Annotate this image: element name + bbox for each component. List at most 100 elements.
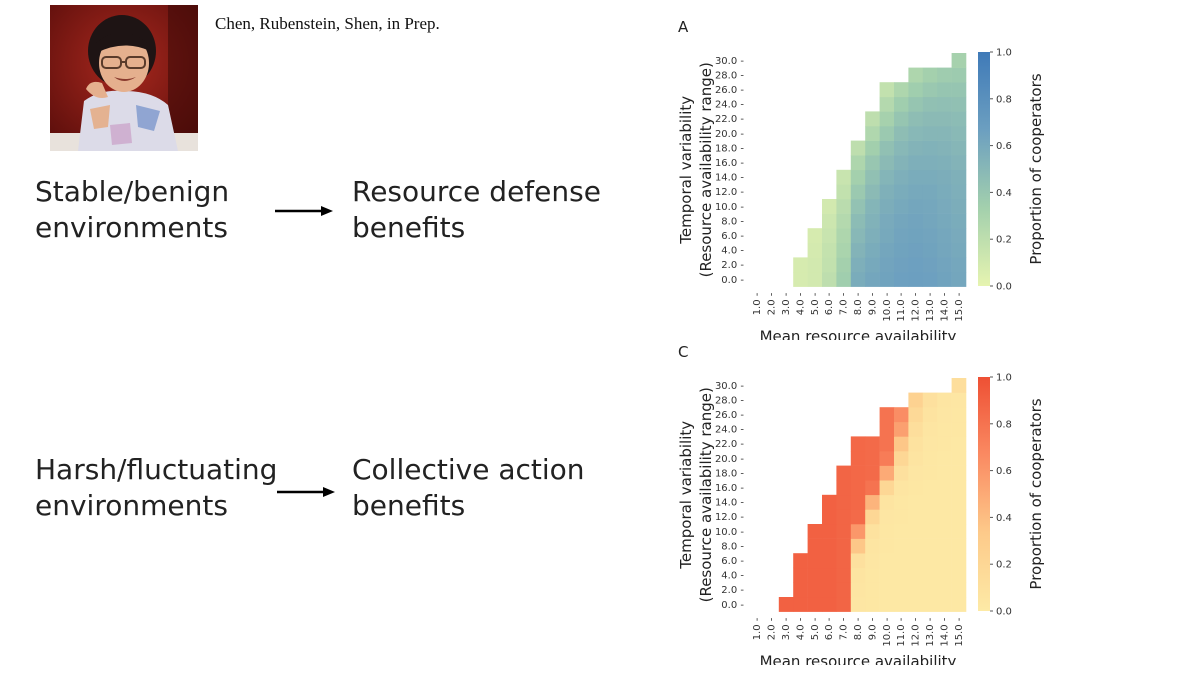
heatmap-cell [922, 538, 938, 554]
y-tick-label: 20.0 - [715, 129, 744, 140]
heatmap-cell [879, 82, 895, 98]
heatmap-cell [951, 436, 967, 452]
heatmap-cell [922, 199, 938, 214]
heatmap-cell [937, 82, 952, 98]
heatmap-cell [807, 582, 823, 598]
y-tick-label: 28.0 - [715, 395, 744, 406]
heatmap-cell [836, 524, 852, 539]
heatmap-cell [951, 82, 967, 98]
harsh-fluctuating-label: Harsh/fluctuating environments [35, 452, 277, 524]
heatmap-cell [879, 524, 895, 539]
heatmap-cell [879, 272, 895, 287]
heatmap-cell [922, 407, 938, 423]
heatmap-cell [836, 213, 852, 229]
heatmap-cell [822, 272, 837, 287]
heatmap-cell [879, 140, 895, 156]
heatmap-cell [865, 111, 880, 127]
heatmap-cell [908, 96, 924, 112]
heatmap-cell [908, 451, 924, 466]
heatmap-cell [822, 524, 837, 539]
heatmap-cell [908, 155, 924, 171]
heatmap-cell [894, 451, 909, 466]
heatmap-cell [865, 436, 880, 452]
y-tick-label: 22.0 - [715, 114, 744, 125]
heatmap-cell [908, 140, 924, 156]
heatmap-cell [807, 553, 823, 569]
x-tick-label: 9.0 - [867, 617, 878, 640]
heatmap-cell [850, 451, 866, 466]
y-tick-label: 8.0 - [721, 541, 744, 552]
heatmap-cell [807, 228, 823, 244]
heatmap-cell [850, 199, 866, 214]
heatmap-cell [937, 257, 952, 273]
heatmap-cell [894, 199, 909, 214]
heatmap-cell [865, 494, 880, 510]
heatmap-cell [908, 538, 924, 554]
heatmap-cell [908, 421, 924, 437]
y-tick-label: 26.0 - [715, 410, 744, 421]
heatmap-cell [937, 184, 952, 200]
heatmap-cell [793, 597, 808, 612]
heatmap-cell [865, 213, 880, 229]
x-tick-label: 9.0 - [867, 292, 878, 315]
x-tick-label: 3.0 - [781, 292, 792, 315]
heatmap-cell [951, 553, 967, 569]
heatmap-cell [793, 257, 808, 273]
heatmap-cell [879, 111, 895, 127]
heatmap-cell [908, 82, 924, 98]
x-tick-label: 10.0 - [882, 292, 893, 321]
heatmap-cell [922, 524, 938, 539]
author-photo [50, 5, 198, 151]
heatmap-cell [937, 582, 952, 598]
heatmap-cell [807, 257, 823, 273]
heatmap-cell [894, 111, 909, 127]
heatmap-cell [850, 538, 866, 554]
heatmap-cell [879, 494, 895, 510]
heatmap-cell [908, 242, 924, 258]
heatmap-cell [850, 169, 866, 185]
heatmap-cell [850, 228, 866, 244]
y-tick-label: 4.0 - [721, 246, 744, 257]
x-tick-label: 13.0 - [925, 617, 936, 646]
heatmap-cell [836, 553, 852, 569]
y-tick-label: 14.0 - [715, 173, 744, 184]
heatmap-cell [807, 567, 823, 583]
x-tick-label: 12.0 - [911, 292, 922, 321]
heatmap-cell [836, 597, 852, 612]
heatmap-cell [908, 126, 924, 141]
heatmap-cell [865, 538, 880, 554]
y-tick-label: 8.0 - [721, 216, 744, 227]
heatmap-cell [908, 524, 924, 539]
text-line: Stable/benign [35, 175, 230, 208]
heatmap-cell [951, 392, 967, 408]
colorbar-label: Proportion of cooperators [1027, 73, 1045, 264]
arrow-icon [277, 487, 335, 497]
heatmap-cell [822, 494, 837, 510]
colorbar-tick-label: 0.0 [996, 282, 1012, 293]
x-tick-label: 5.0 - [810, 292, 821, 315]
heatmap-cell [793, 582, 808, 598]
arrow-icon [275, 206, 333, 216]
heatmap-cell [822, 228, 837, 244]
y-axis-label: (Resource availability range) [697, 62, 715, 277]
heatmap-cell [836, 567, 852, 583]
heatmap-cell [879, 228, 895, 244]
heatmap-cell [879, 407, 895, 423]
heatmap-cell [850, 494, 866, 510]
heatmap-cell [865, 582, 880, 598]
y-tick-label: 22.0 - [715, 439, 744, 450]
heatmap-cell [894, 480, 909, 496]
y-tick-label: 28.0 - [715, 70, 744, 81]
y-tick-label: 6.0 - [721, 231, 744, 242]
heatmap-cell [951, 242, 967, 258]
heatmap-cell [807, 538, 823, 554]
panel-label: C [678, 343, 688, 361]
heatmap-cell [879, 257, 895, 273]
heatmap-cell [908, 509, 924, 525]
heatmap-cell [951, 257, 967, 273]
heatmap-cell [937, 392, 952, 408]
heatmap-cell [850, 272, 866, 287]
colorbar-tick-label: 0.2 [996, 560, 1012, 571]
heatmap-cell [850, 567, 866, 583]
heatmap-cell [937, 480, 952, 496]
